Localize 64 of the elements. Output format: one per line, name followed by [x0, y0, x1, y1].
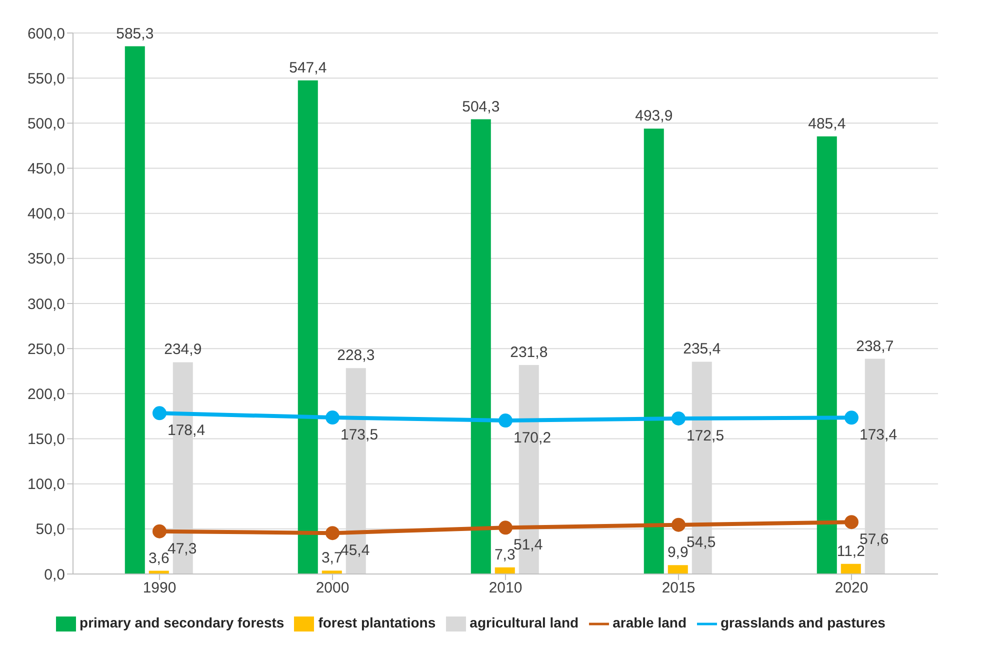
legend-label: agricultural land [470, 614, 579, 631]
data-label: 238,7 [856, 338, 894, 355]
point [152, 524, 166, 538]
data-label: 54,5 [686, 534, 716, 551]
data-label: 173,4 [860, 426, 898, 444]
y-tick-label: 100,0 [27, 476, 65, 494]
point [498, 414, 512, 428]
data-label: 47,3 [168, 540, 197, 558]
data-label: 11,2 [836, 542, 865, 560]
data-label: 178,4 [168, 422, 206, 440]
data-label: 45,4 [340, 542, 370, 560]
bar [494, 567, 515, 574]
data-label: 585,3 [116, 25, 154, 42]
bar [668, 565, 688, 574]
y-tick-label: 200,0 [27, 386, 65, 403]
data-label: 51,4 [514, 536, 543, 554]
legend-label: forest plantations [318, 614, 436, 631]
y-tick-label: 550,0 [27, 70, 65, 88]
point [672, 518, 686, 532]
y-tick-label: 300,0 [27, 296, 65, 313]
y-tick-label: 350,0 [27, 250, 65, 268]
y-tick-label: 500,0 [27, 115, 65, 132]
legend-label: primary and secondary forests [80, 614, 284, 631]
bar [124, 46, 145, 574]
point [844, 515, 858, 530]
data-label: 235,4 [683, 340, 721, 358]
point [672, 411, 686, 426]
data-label: 7,3 [494, 546, 516, 564]
data-label: 493,9 [635, 108, 673, 125]
bar [644, 128, 664, 574]
data-label: 9,9 [667, 544, 688, 562]
y-tick-label: 250,0 [27, 340, 65, 358]
data-label: 547,4 [289, 59, 327, 76]
point [844, 410, 858, 425]
legend-label: grasslands and pastures [720, 614, 886, 631]
bar [298, 80, 318, 574]
point [498, 520, 512, 535]
data-label: 170,2 [514, 430, 552, 447]
data-label: 231,8 [510, 344, 548, 361]
data-label: 172,5 [686, 427, 724, 444]
y-tick-label: 0,0 [44, 566, 65, 584]
x-tick-label: 2000 [316, 580, 350, 597]
y-tick-label: 450,0 [27, 160, 65, 178]
bar [470, 119, 491, 574]
legend-label: arable land [612, 614, 686, 631]
point [326, 410, 340, 425]
point [152, 406, 166, 420]
x-tick-label: 2015 [662, 580, 696, 597]
data-label: 228,3 [337, 347, 375, 364]
point [326, 526, 340, 540]
y-tick-label: 50,0 [36, 521, 65, 538]
x-tick-label: 2010 [488, 580, 522, 597]
data-label: 485,4 [808, 115, 846, 132]
bar [816, 136, 837, 574]
x-tick-label: 1990 [142, 580, 176, 597]
data-label: 234,9 [164, 341, 202, 358]
data-label: 504,3 [462, 98, 500, 116]
x-tick-label: 2020 [834, 580, 868, 597]
y-tick-label: 600,0 [27, 25, 65, 42]
y-tick-label: 150,0 [27, 431, 65, 448]
y-tick-label: 400,0 [27, 206, 65, 223]
bar [322, 570, 342, 574]
bar [840, 564, 861, 574]
data-label: 173,5 [340, 426, 378, 444]
